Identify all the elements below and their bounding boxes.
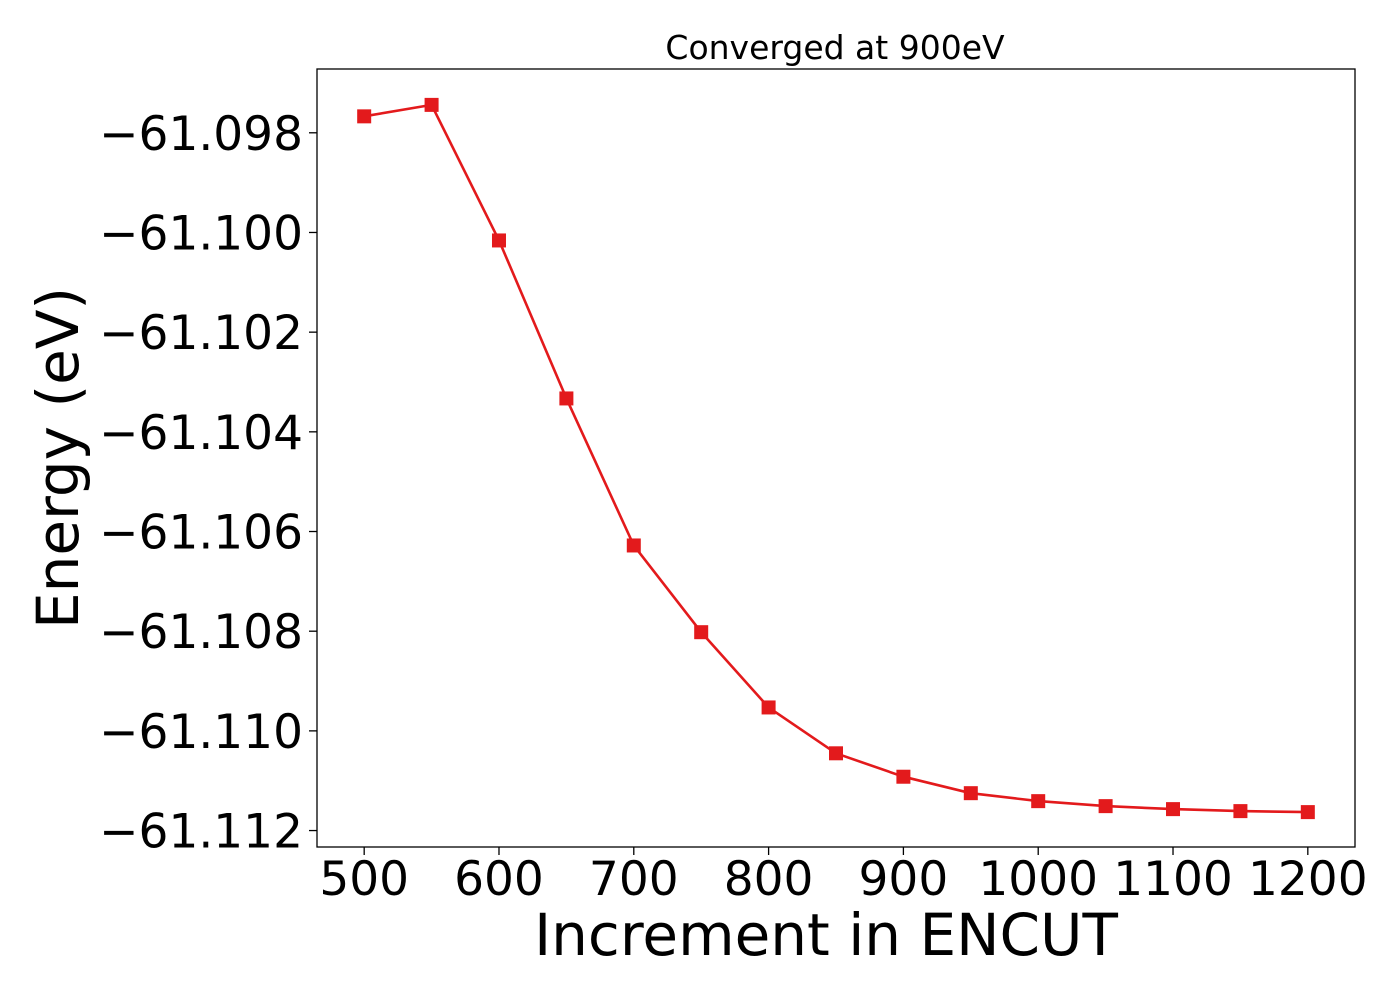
data-point-marker [896, 769, 911, 784]
data-point-marker [1166, 802, 1181, 817]
data-point-marker [357, 109, 372, 124]
x-tick-label: 1200 [1248, 852, 1368, 907]
x-tick-label: 500 [319, 852, 409, 907]
plot-area-frame [316, 68, 1356, 848]
y-axis-ticks: −61.098 −61.100 −61.102 −61.104 −61.106 −61.1… [99, 107, 317, 860]
data-point-marker [694, 625, 709, 640]
x-axis-ticks: 500 600 700 800 900 1000 1100 1200 [319, 847, 1368, 907]
data-point-marker [491, 233, 506, 248]
x-tick-label: 700 [589, 852, 679, 907]
data-point-marker [829, 746, 843, 761]
series-line [363, 103, 1308, 814]
x-tick-label: 900 [859, 852, 949, 907]
x-tick-label: 600 [454, 852, 544, 907]
data-point-marker [761, 700, 776, 715]
y-tick-label: −61.104 [99, 406, 303, 461]
data-point-marker [1300, 805, 1315, 820]
data-point-marker [559, 391, 574, 406]
x-axis-label: Increment in ENCUT [534, 901, 1118, 969]
y-tick-label: −61.112 [99, 805, 303, 860]
data-point-marker [963, 786, 978, 801]
x-tick-label: 1000 [978, 852, 1098, 907]
chart-title: Converged at 900eV [665, 28, 1005, 67]
y-tick-label: −61.100 [99, 206, 303, 261]
y-axis-label: Energy (eV) [24, 287, 92, 629]
x-tick-label: 800 [724, 852, 814, 907]
data-point-marker [1098, 799, 1113, 814]
data-point-marker [626, 538, 641, 553]
y-tick-label: −61.098 [99, 107, 303, 162]
y-tick-label: −61.106 [99, 506, 303, 561]
y-tick-label: −61.110 [99, 705, 303, 760]
y-tick-label: −61.102 [99, 306, 303, 361]
plot-series [357, 97, 1315, 820]
data-point-marker [1233, 804, 1248, 819]
y-tick-label: −61.108 [99, 605, 303, 660]
x-tick-label: 1100 [1113, 852, 1233, 907]
data-point-marker [1031, 794, 1046, 809]
data-point-marker [424, 97, 439, 112]
